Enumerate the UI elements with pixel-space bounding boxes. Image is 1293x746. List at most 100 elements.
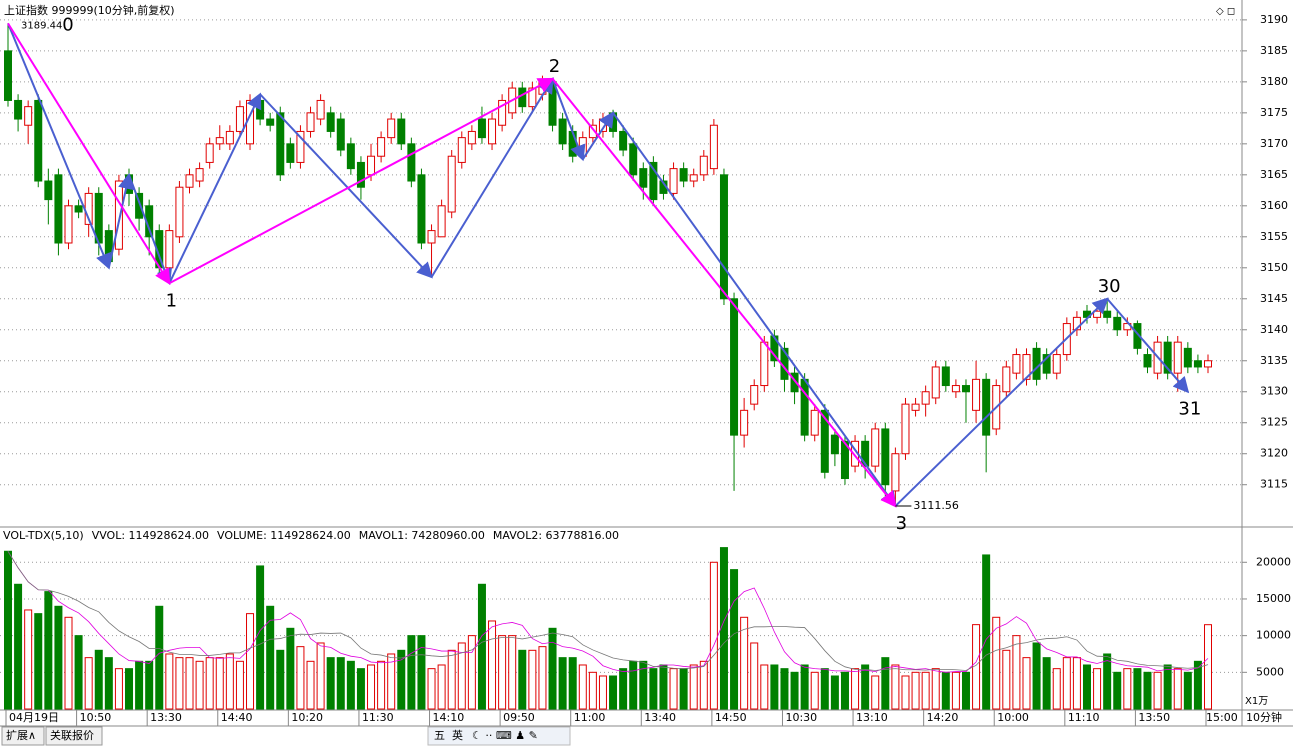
- volume-bar: [1012, 635, 1021, 710]
- candle-body: [881, 428, 890, 486]
- indicator-legend: VOL-TDX(5,10): [3, 529, 84, 542]
- period-label[interactable]: 10分钟: [1246, 710, 1282, 724]
- magenta-line-segment: [551, 78, 897, 508]
- volume-bar: [175, 657, 184, 710]
- candle-body: [397, 118, 406, 145]
- ime-toolbar[interactable]: [427, 726, 571, 746]
- volume-bar: [730, 569, 739, 710]
- volume-bar: [1123, 668, 1132, 710]
- y-tick-label: 3115: [1260, 478, 1288, 491]
- volume-bar: [619, 668, 628, 710]
- ime-icons[interactable]: ☾ ·· ⌨ ♟ ✎: [472, 729, 538, 742]
- candle-body: [286, 143, 295, 163]
- wave-label: 2: [549, 56, 560, 77]
- volume-bar: [669, 668, 678, 710]
- candle-body: [1012, 354, 1021, 374]
- y-tick-label: 3160: [1260, 199, 1288, 212]
- volume-bar: [104, 657, 113, 710]
- volume-bar: [951, 671, 960, 710]
- candle-body: [215, 137, 224, 145]
- low-price-label: 3111.56: [913, 499, 959, 512]
- window-icons[interactable]: ◇ ◻: [1216, 6, 1235, 17]
- candle-body: [417, 174, 426, 244]
- candle-body: [316, 99, 325, 120]
- volume-bar: [145, 660, 154, 710]
- volume-bar: [629, 660, 638, 710]
- volume-bar: [54, 605, 63, 710]
- wave-label: 3: [896, 513, 907, 534]
- x-tick-label: 10:00: [997, 711, 1029, 724]
- volume-bar: [881, 657, 890, 710]
- volume-bar: [4, 550, 12, 710]
- volume-bar: [810, 671, 819, 710]
- candle-body: [649, 161, 658, 201]
- x-tick-label: 13:50: [1138, 711, 1170, 724]
- volume-bar: [588, 671, 597, 710]
- volume-bar: [296, 646, 305, 710]
- volume-bar: [467, 635, 476, 710]
- candle-body: [477, 118, 486, 139]
- volume-bar: [760, 664, 769, 710]
- candle-body: [669, 168, 678, 194]
- candle-body: [387, 118, 396, 139]
- volume-bar: [437, 664, 446, 710]
- volume-bar: [165, 653, 174, 710]
- candle-body: [921, 391, 930, 405]
- candle-body: [1042, 354, 1051, 374]
- volume-bar: [336, 657, 345, 710]
- candle-body: [719, 174, 728, 300]
- volume-bar: [659, 664, 668, 710]
- candle-body: [44, 180, 53, 201]
- candle-body: [861, 440, 870, 467]
- candle-body: [740, 409, 749, 436]
- tab-label[interactable]: 关联报价: [50, 728, 94, 742]
- candle-body: [296, 130, 305, 163]
- candle-body: [689, 174, 698, 182]
- ime-button[interactable]: 英: [452, 728, 463, 742]
- x-tick-label: 15:00: [1206, 711, 1238, 724]
- volume-bar: [639, 660, 648, 710]
- volume-bar: [961, 671, 970, 710]
- blue-line-segment: [128, 174, 172, 286]
- candle-body: [276, 112, 285, 176]
- x-tick-label: 10:20: [291, 711, 323, 724]
- x-tick-label: 13:40: [644, 711, 676, 724]
- volume-bar: [1032, 642, 1041, 710]
- volume-bar: [397, 649, 406, 710]
- volume-bar: [1052, 668, 1061, 710]
- tab-label[interactable]: 扩展∧: [6, 728, 36, 742]
- candle-body: [498, 99, 507, 126]
- candle-body: [1113, 316, 1122, 331]
- x-tick-label: 14:20: [927, 711, 959, 724]
- wave-label: 31: [1178, 399, 1201, 420]
- volume-bar: [840, 671, 849, 710]
- wave-label: 1: [166, 290, 177, 311]
- blue-line-segment: [107, 172, 134, 269]
- candle-body: [185, 174, 194, 188]
- candle-body: [1204, 360, 1212, 368]
- y-tick-label: 3155: [1260, 230, 1288, 243]
- candle-body: [1173, 341, 1182, 374]
- volume-bar: [235, 660, 244, 710]
- tab[interactable]: [1, 726, 45, 746]
- volume-bar: [346, 660, 355, 710]
- candle-body: [1143, 354, 1152, 368]
- volume-bar: [326, 657, 335, 710]
- candle-body: [114, 180, 123, 250]
- x-tick-label: 14:50: [715, 711, 747, 724]
- candle-body: [336, 118, 345, 151]
- y-tick-label: 5000: [1256, 665, 1284, 678]
- ime-button[interactable]: 五: [434, 729, 445, 742]
- y-tick-label: 3150: [1260, 261, 1288, 274]
- volume-bar: [427, 668, 436, 710]
- candle-body: [1103, 310, 1112, 318]
- volume-bar: [24, 609, 33, 710]
- candle-body: [679, 168, 688, 182]
- volume-bar: [387, 653, 396, 710]
- volume-bar: [84, 657, 93, 710]
- candle-body: [911, 403, 920, 411]
- volume-bar: [266, 605, 275, 710]
- tab[interactable]: [45, 726, 103, 746]
- volume-bar: [992, 616, 1001, 710]
